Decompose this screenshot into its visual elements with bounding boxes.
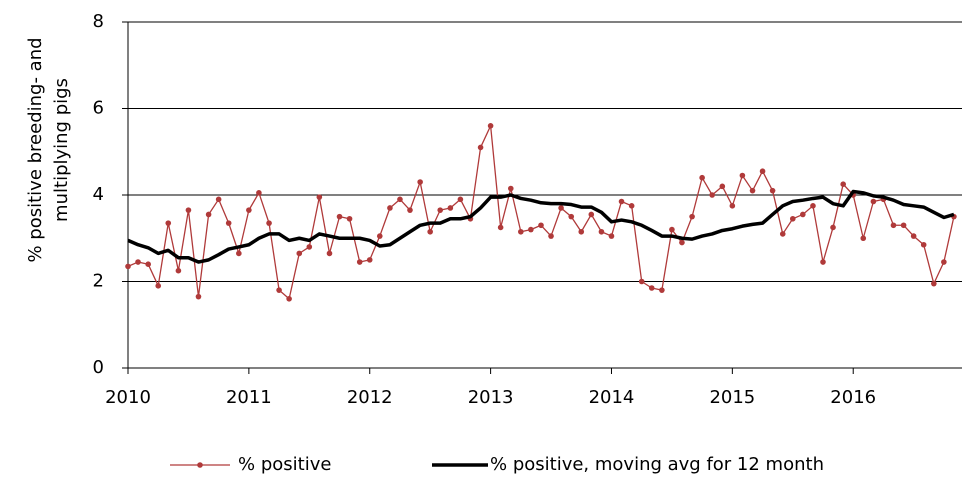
data-point	[316, 194, 323, 200]
data-point	[659, 287, 665, 293]
data-point	[558, 205, 564, 211]
data-point	[618, 198, 625, 205]
data-point	[165, 220, 172, 226]
data-point	[417, 179, 423, 185]
x-tick-label: 2011	[226, 387, 272, 408]
data-point	[276, 287, 282, 293]
legend-marker	[197, 462, 203, 468]
data-point	[336, 213, 343, 220]
data-point	[397, 196, 403, 203]
y-tick-label: 4	[93, 184, 104, 205]
data-point	[729, 203, 736, 209]
data-point	[789, 215, 796, 222]
data-point	[820, 259, 826, 265]
data-point	[356, 259, 363, 265]
data-point	[920, 241, 927, 248]
data-point	[346, 215, 353, 222]
data-point	[407, 207, 413, 213]
x-tick-label: 2014	[589, 387, 635, 408]
data-point	[840, 181, 846, 187]
data-point	[588, 211, 595, 218]
data-point	[830, 224, 836, 231]
data-point	[266, 220, 272, 226]
data-point	[709, 192, 715, 198]
data-point	[749, 187, 756, 194]
data-point	[477, 144, 484, 151]
data-point	[890, 222, 897, 229]
data-point	[900, 222, 907, 229]
data-point	[598, 228, 605, 235]
data-point	[689, 213, 695, 220]
x-tick-label: 2013	[468, 387, 514, 408]
y-tick-label: 0	[93, 357, 104, 378]
data-point	[246, 207, 252, 213]
y-axis-label: multiplying pigs	[51, 78, 72, 222]
data-point	[497, 224, 504, 231]
data-point	[215, 196, 222, 203]
data-point	[810, 203, 816, 209]
data-point	[628, 203, 635, 209]
data-point	[306, 244, 313, 250]
data-point	[648, 285, 655, 291]
data-point	[437, 207, 444, 213]
data-point	[296, 250, 303, 257]
data-point	[759, 168, 766, 175]
data-point	[568, 213, 575, 220]
legend-label: % positive	[238, 454, 331, 475]
data-point	[457, 196, 464, 203]
data-point	[286, 296, 292, 302]
data-point	[185, 207, 192, 213]
data-point	[376, 233, 383, 239]
data-point	[125, 263, 131, 270]
data-point	[699, 174, 705, 181]
data-point	[256, 190, 262, 196]
data-point	[236, 250, 242, 257]
legend-label: % positive, moving avg for 12 month	[490, 454, 824, 475]
data-point	[487, 123, 494, 129]
data-point	[941, 259, 947, 265]
data-point	[860, 235, 867, 242]
data-point	[225, 220, 232, 226]
series-line	[127, 189, 955, 264]
data-point	[326, 250, 333, 257]
y-axis-label: % positive breeding- and	[25, 37, 46, 262]
data-point	[135, 259, 141, 265]
data-point	[387, 205, 393, 211]
x-tick-label: 2012	[347, 387, 393, 408]
data-point	[608, 233, 615, 239]
y-tick-label: 2	[93, 271, 104, 292]
data-point	[769, 187, 776, 194]
data-point	[427, 228, 433, 235]
data-point	[548, 233, 554, 239]
data-point	[779, 231, 786, 237]
data-point	[366, 257, 373, 263]
y-tick-label: 8	[93, 11, 104, 32]
data-point	[578, 228, 585, 235]
data-point	[931, 280, 937, 287]
x-tick-label: 2010	[105, 387, 151, 408]
data-point	[870, 198, 877, 205]
series-line	[127, 125, 955, 300]
data-point	[739, 172, 746, 179]
y-tick-label: 6	[93, 98, 104, 119]
data-point	[638, 278, 645, 285]
x-tick-label: 2016	[830, 387, 876, 408]
data-point	[195, 293, 202, 300]
data-point	[538, 222, 544, 229]
data-point	[669, 226, 675, 233]
data-point	[447, 205, 454, 211]
data-point	[528, 226, 534, 233]
data-point	[175, 267, 182, 274]
data-point	[155, 283, 162, 289]
data-point	[205, 211, 212, 218]
data-point	[910, 233, 917, 239]
x-tick-label: 2015	[709, 387, 755, 408]
data-point	[719, 183, 726, 190]
data-point	[679, 239, 685, 246]
data-point	[800, 211, 806, 218]
data-point	[507, 185, 514, 192]
data-point	[145, 261, 151, 268]
data-point	[518, 228, 524, 235]
